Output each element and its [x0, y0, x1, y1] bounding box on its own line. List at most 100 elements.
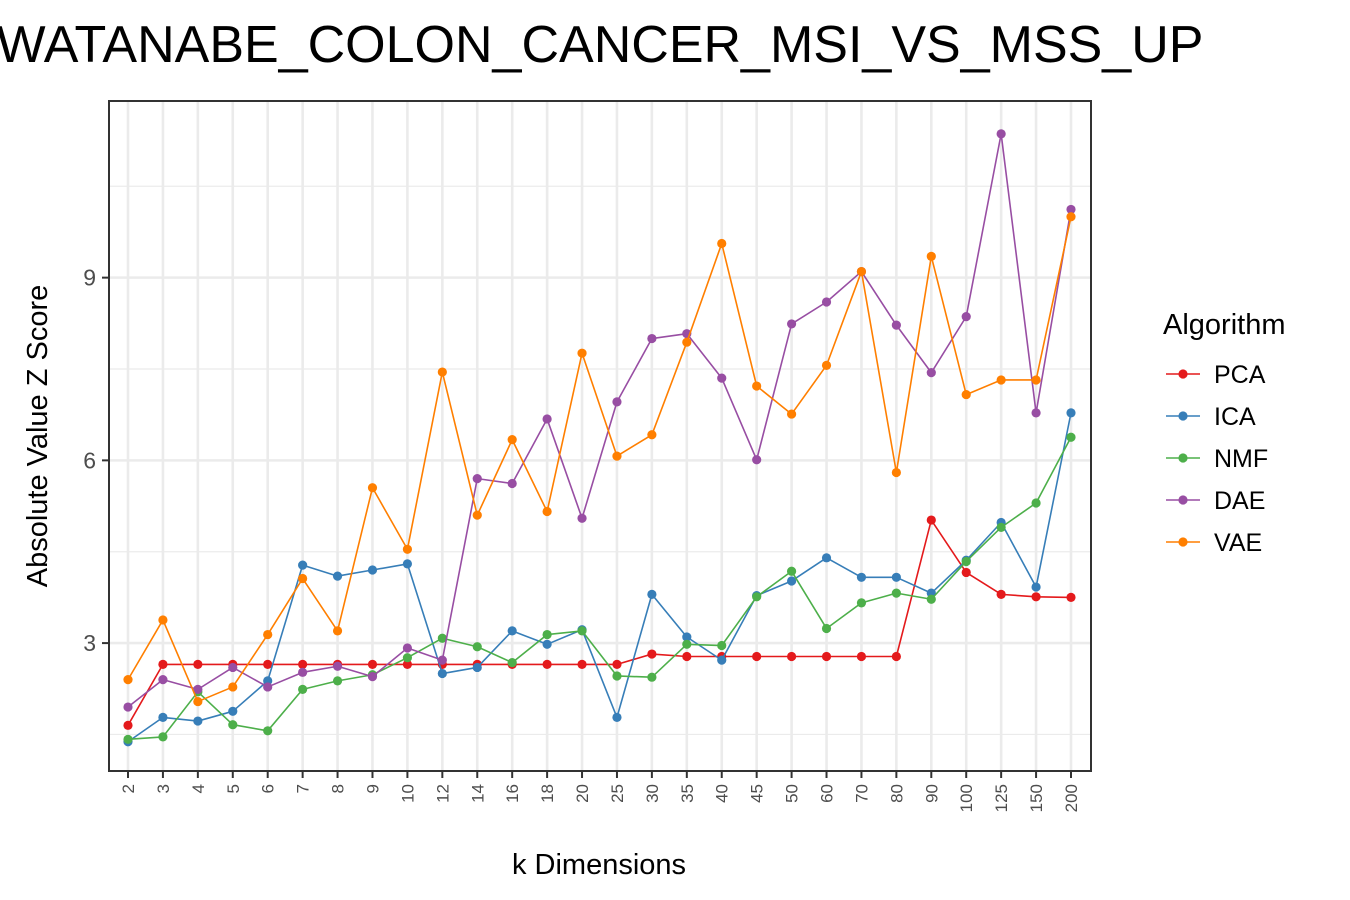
data-point-nmf — [996, 522, 1006, 532]
data-point-nmf — [298, 684, 308, 694]
x-tick-label: 14 — [468, 784, 487, 803]
series-vae — [123, 212, 1076, 707]
data-point-ica — [158, 712, 168, 723]
data-point-vae — [786, 409, 797, 419]
series-dae — [123, 129, 1076, 712]
x-tick-label: 60 — [818, 784, 837, 803]
data-point-pca — [542, 659, 552, 670]
data-point-dae — [821, 297, 832, 307]
data-point-pca — [123, 720, 133, 730]
y-tick-label: 9 — [83, 265, 96, 291]
data-point-ica — [367, 565, 378, 575]
data-point-dae — [752, 455, 762, 465]
legend-key-point — [1178, 537, 1188, 547]
data-point-nmf — [856, 598, 867, 608]
x-tick-label: 2 — [119, 784, 138, 793]
data-point-nmf — [786, 566, 797, 576]
data-point-dae — [472, 474, 482, 484]
data-point-vae — [158, 615, 168, 625]
data-point-dae — [717, 373, 727, 383]
data-point-vae — [996, 375, 1006, 385]
data-point-vae — [332, 626, 343, 636]
data-point-pca — [752, 651, 762, 662]
data-point-nmf — [577, 626, 587, 636]
data-point-nmf — [472, 642, 482, 652]
x-tick-label: 4 — [189, 784, 208, 793]
data-point-dae — [158, 675, 168, 685]
data-point-ica — [507, 626, 517, 636]
x-tick-label: 45 — [748, 784, 767, 803]
legend-label: NMF — [1214, 445, 1268, 473]
data-point-vae — [507, 435, 517, 445]
x-tick-label: 30 — [643, 784, 662, 803]
data-point-vae — [123, 675, 133, 685]
legend-label: DAE — [1214, 487, 1265, 515]
legend-key-point — [1178, 369, 1188, 379]
data-point-pca — [158, 659, 168, 670]
data-point-ica — [717, 655, 727, 665]
data-point-vae — [717, 238, 727, 249]
data-point-dae — [1031, 408, 1041, 418]
legend-title: Algorithm — [1163, 309, 1286, 341]
data-point-vae — [961, 389, 971, 400]
data-point-vae — [472, 510, 482, 520]
data-point-ica — [786, 576, 797, 586]
x-tick-label: 12 — [433, 784, 452, 803]
data-point-nmf — [263, 726, 273, 736]
data-point-vae — [1031, 375, 1041, 385]
data-point-ica — [402, 559, 413, 569]
data-point-pca — [402, 659, 413, 670]
data-point-vae — [1066, 212, 1076, 222]
data-point-pca — [682, 651, 692, 662]
x-tick-label: 5 — [224, 784, 243, 793]
legend-label: ICA — [1214, 403, 1256, 431]
legend-label: PCA — [1214, 361, 1266, 389]
data-point-dae — [786, 319, 797, 329]
x-tick-label: 10 — [398, 784, 417, 803]
data-point-pca — [961, 567, 971, 578]
x-tick-label: 200 — [1062, 784, 1081, 812]
x-tick-label: 100 — [957, 784, 976, 812]
x-tick-label: 18 — [538, 784, 557, 803]
data-point-ica — [193, 716, 203, 726]
data-point-vae — [263, 629, 273, 640]
data-point-vae — [682, 337, 692, 347]
data-point-ica — [437, 668, 447, 679]
data-point-pca — [1031, 592, 1041, 602]
data-point-dae — [1066, 204, 1076, 215]
y-tick-label: 3 — [83, 630, 96, 656]
data-point-dae — [926, 368, 936, 378]
data-point-dae — [298, 667, 308, 677]
data-point-ica — [1031, 582, 1041, 592]
data-point-dae — [891, 320, 901, 330]
data-point-nmf — [158, 732, 168, 742]
data-point-dae — [507, 478, 517, 489]
series-layer — [123, 129, 1076, 747]
data-point-nmf — [647, 672, 657, 682]
data-point-nmf — [1031, 498, 1041, 508]
data-point-ica — [298, 560, 308, 570]
data-point-dae — [542, 414, 552, 424]
data-point-nmf — [717, 640, 727, 651]
x-tick-label: 20 — [573, 784, 592, 803]
data-point-ica — [542, 639, 552, 649]
x-tick-label: 6 — [259, 784, 278, 793]
data-point-vae — [437, 367, 447, 377]
data-point-vae — [298, 573, 308, 584]
series-line-nmf — [127, 436, 1072, 741]
data-point-nmf — [542, 629, 552, 640]
legend: Algorithm PCA ICA NMF DAE VAE — [1163, 309, 1286, 557]
data-point-dae — [228, 662, 238, 673]
x-tick-label: 40 — [713, 784, 732, 803]
data-point-ica — [332, 571, 343, 581]
chart-title: WATANABE_COLON_CANCER_MSI_VS_MSS_UP — [0, 16, 1203, 74]
data-point-vae — [856, 266, 867, 277]
data-point-vae — [402, 544, 413, 554]
data-point-vae — [367, 483, 378, 493]
legend-item-vae: VAE — [1166, 529, 1262, 557]
x-tick-label: 80 — [887, 784, 906, 803]
grid-layer — [109, 101, 1091, 771]
series-pca — [123, 515, 1076, 730]
data-point-pca — [786, 651, 797, 662]
